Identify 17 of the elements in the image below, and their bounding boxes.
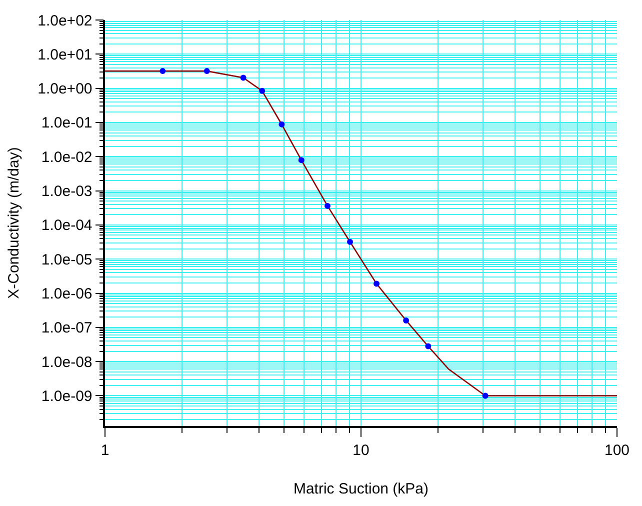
x-axis-title: Matric Suction (kPa): [293, 480, 429, 498]
y-tick-label: 1.0e-08: [41, 354, 92, 371]
x-tick-label: 10: [352, 442, 370, 459]
y-tick-label: 1.0e-04: [41, 217, 92, 234]
x-tick-label: 1: [100, 442, 110, 459]
y-tick-label: 1.0e+02: [38, 12, 92, 30]
x-tick-label: 100: [604, 442, 630, 459]
y-tick-label: 1.0e-09: [41, 388, 92, 405]
y-tick-label: 1.0e-05: [41, 251, 92, 268]
y-tick-label: 1.0e-06: [41, 286, 92, 303]
y-tick-label: 1.0e-07: [41, 320, 92, 337]
y-tick-label: 1.0e+00: [38, 80, 92, 98]
y-tick-label: 1.0e-03: [41, 183, 92, 200]
y-tick-label: 1.0e-01: [41, 114, 92, 132]
y-tick-label: 1.0e+01: [38, 46, 92, 64]
y-axis-title: X-Conductivity (m/day): [5, 147, 22, 299]
y-tick-label: 1.0e-02: [41, 148, 92, 166]
